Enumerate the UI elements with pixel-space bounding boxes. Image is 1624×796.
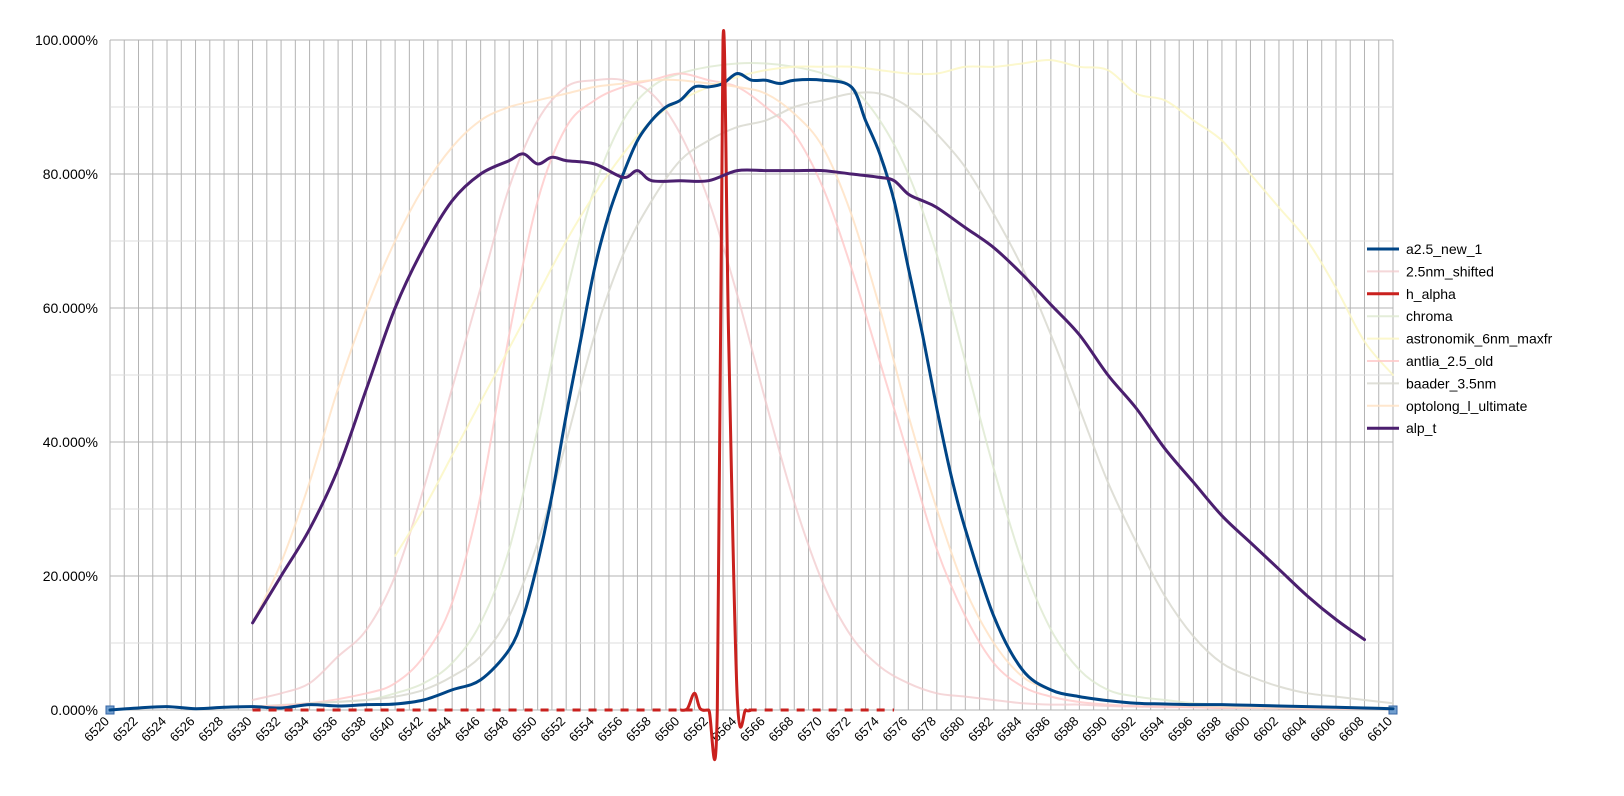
x-tick-label: 6532 (252, 714, 283, 745)
legend-label: a2.5_new_1 (1406, 241, 1483, 257)
series-line-chroma (251, 62, 1394, 709)
legend-label: baader_3.5nm (1406, 375, 1496, 391)
legend-label: alp_t (1406, 420, 1436, 436)
legend-label: antlia_2.5_old (1406, 353, 1493, 369)
axes: 0.000% 20.000% 40.000% 60.000% 80.000% 100.00… (35, 32, 1398, 745)
x-tick-label: 6556 (594, 714, 625, 745)
legend-entry-2-5nm-shifted: 2.5nm_shifted (1367, 263, 1494, 279)
x-tick-label: 6580 (936, 714, 967, 745)
x-tick-label: 6522 (110, 714, 141, 745)
legend-entry-chroma: chroma (1367, 308, 1453, 324)
x-tick-label: 6558 (623, 714, 654, 745)
x-tick-label: 6538 (338, 714, 369, 745)
series-line-antlia-2-5-old (251, 72, 1394, 710)
series-chroma (251, 62, 1394, 709)
legend-entry-optolong-l-ultimate: optolong_l_ultimate (1367, 398, 1528, 414)
legend-entry-alp-t: alp_t (1367, 420, 1436, 436)
x-tick-label: 6552 (537, 714, 568, 745)
legend-entry-h-alpha: h_alpha (1367, 286, 1456, 302)
legend-label: h_alpha (1406, 286, 1456, 302)
x-tick-label: 6606 (1307, 714, 1338, 745)
x-tick-label: 6602 (1250, 714, 1281, 745)
series-line-h-alpha (679, 29, 752, 762)
x-tick-label: 6608 (1336, 714, 1367, 745)
series-a2-5-new-1 (108, 71, 1395, 712)
series-h-alpha (252, 29, 895, 762)
y-tick-label: 60.000% (43, 300, 98, 316)
series-antlia-2-5-old (251, 72, 1394, 710)
x-tick-label: 6570 (794, 714, 825, 745)
series-line-astronomik-6nm-maxfr (394, 59, 1394, 557)
x-tick-label: 6554 (566, 714, 597, 745)
x-tick-label: 6536 (309, 714, 340, 745)
y-tick-label: 0.000% (51, 702, 98, 718)
x-tick-label: 6572 (822, 714, 853, 745)
x-tick-label: 6604 (1279, 714, 1310, 745)
x-tick-label: 6588 (1050, 714, 1081, 745)
grid (109, 39, 1394, 711)
x-tick-label: 6586 (1022, 714, 1053, 745)
y-tick-label: 100.000% (35, 32, 98, 48)
legend-entry-a2-5-new-1: a2.5_new_1 (1367, 241, 1483, 257)
x-tick-label: 6576 (879, 714, 910, 745)
legend-label: 2.5nm_shifted (1406, 263, 1494, 279)
legend-label: optolong_l_ultimate (1406, 398, 1528, 414)
x-tick-label: 6550 (509, 714, 540, 745)
x-tick-label: 6590 (1079, 714, 1110, 745)
x-tick-label: 6594 (1136, 714, 1167, 745)
x-tick-label: 6540 (366, 714, 397, 745)
series-line-alp-t (251, 152, 1366, 642)
x-tick-label: 6582 (965, 714, 996, 745)
series-astronomik-6nm-maxfr (394, 59, 1394, 557)
x-tick-label: 6598 (1193, 714, 1224, 745)
y-tick-label: 20.000% (43, 568, 98, 584)
y-tick-label: 80.000% (43, 166, 98, 182)
x-tick-label: 6568 (765, 714, 796, 745)
x-tick-label: 6610 (1364, 714, 1395, 745)
x-tick-label: 6562 (680, 714, 711, 745)
x-tick-label: 6528 (195, 714, 226, 745)
y-tick-label: 40.000% (43, 434, 98, 450)
legend-entry-astronomik-6nm-maxfr: astronomik_6nm_maxfr (1367, 331, 1553, 347)
legend-label: chroma (1406, 308, 1453, 324)
x-tick-label: 6524 (138, 714, 169, 745)
x-tick-label: 6600 (1222, 714, 1253, 745)
legend-entry-antlia-2-5-old: antlia_2.5_old (1367, 353, 1493, 369)
x-tick-label: 6520 (81, 714, 112, 745)
legend-entry-baader-3-5nm: baader_3.5nm (1367, 375, 1496, 391)
x-tick-label: 6542 (395, 714, 426, 745)
x-tick-label: 6574 (851, 714, 882, 745)
x-tick-label: 6560 (651, 714, 682, 745)
x-tick-label: 6596 (1164, 714, 1195, 745)
x-tick-label: 6534 (281, 714, 312, 745)
x-tick-label: 6592 (1107, 714, 1138, 745)
x-tick-label: 6526 (167, 714, 198, 745)
legend-label: astronomik_6nm_maxfr (1406, 331, 1553, 347)
x-tick-label: 6546 (452, 714, 483, 745)
x-tick-label: 6578 (908, 714, 939, 745)
x-tick-label: 6544 (423, 714, 454, 745)
series-alp-t (251, 152, 1366, 642)
x-tick-label: 6584 (993, 714, 1024, 745)
x-tick-label: 6530 (224, 714, 255, 745)
x-tick-label: 6566 (737, 714, 768, 745)
x-tick-label: 6548 (480, 714, 511, 745)
series-lines (108, 29, 1395, 762)
series-line-a2-5-new-1 (108, 71, 1395, 712)
